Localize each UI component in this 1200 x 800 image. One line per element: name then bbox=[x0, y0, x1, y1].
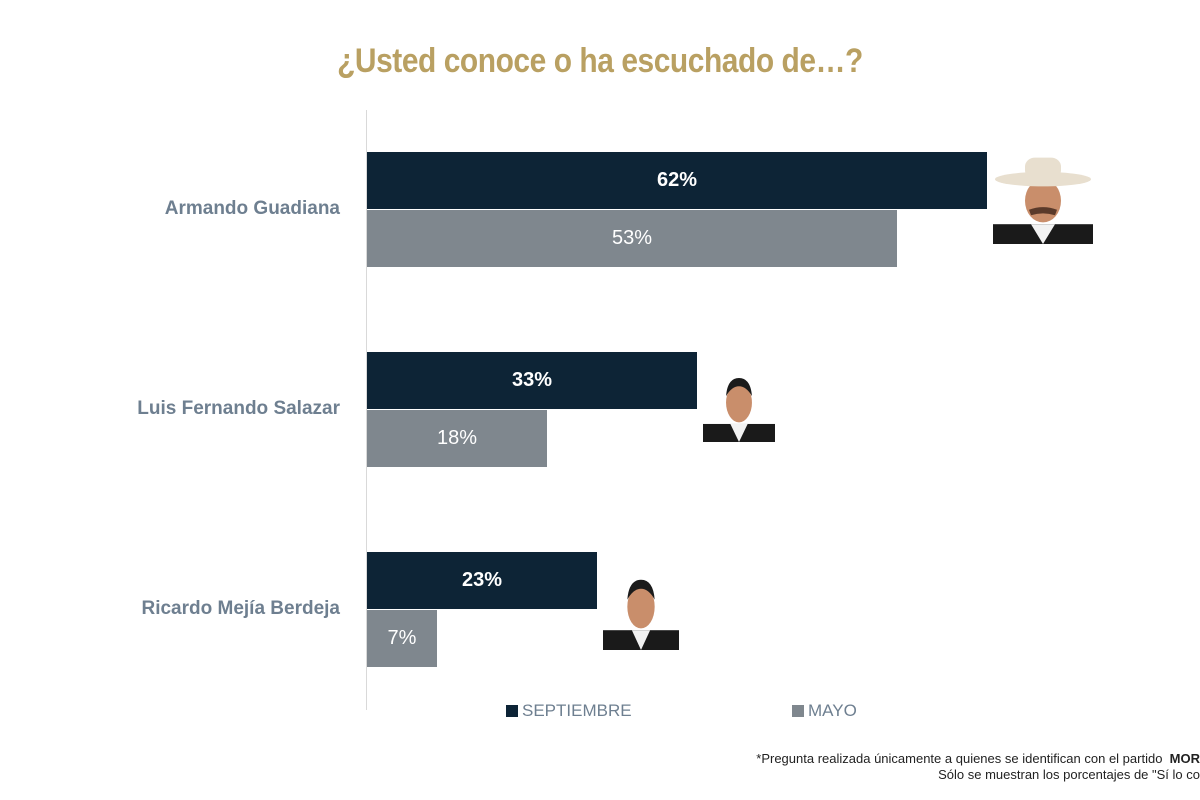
legend-item-mayo: MAYO bbox=[792, 701, 857, 721]
bar-septiembre: 23% bbox=[367, 552, 597, 609]
legend-swatch bbox=[506, 705, 518, 717]
y-axis-line bbox=[366, 110, 367, 710]
legend-label: MAYO bbox=[808, 701, 857, 720]
footnote: *Pregunta realizada únicamente a quienes… bbox=[756, 751, 1200, 783]
footnote-party: MOR bbox=[1169, 751, 1200, 766]
legend-swatch bbox=[792, 705, 804, 717]
data-label: 33% bbox=[511, 369, 553, 391]
bar-septiembre: 62% bbox=[367, 152, 987, 209]
data-label: 18% bbox=[436, 427, 478, 449]
bar-mayo: 18% bbox=[367, 410, 547, 467]
bar-septiembre: 33% bbox=[367, 352, 697, 409]
legend-label: SEPTIEMBRE bbox=[522, 701, 632, 720]
data-label: 62% bbox=[656, 169, 698, 191]
category-label: Armando Guadiana bbox=[164, 198, 340, 219]
data-label: 23% bbox=[461, 569, 503, 591]
legend-item-septiembre: SEPTIEMBRE bbox=[506, 701, 632, 721]
data-label: 53% bbox=[611, 227, 653, 249]
category-label: Luis Fernando Salazar bbox=[137, 398, 340, 419]
category-label: Ricardo Mejía Berdeja bbox=[141, 598, 340, 619]
chart-title: ¿Usted conoce o ha escuchado de…? bbox=[337, 42, 863, 80]
candidate-photo bbox=[703, 360, 775, 442]
footnote-line-1: *Pregunta realizada únicamente a quienes… bbox=[756, 751, 1163, 766]
candidate-photo bbox=[993, 154, 1093, 244]
bar-mayo: 53% bbox=[367, 210, 897, 267]
data-label: 7% bbox=[387, 627, 417, 649]
candidate-photo bbox=[603, 560, 679, 650]
bar-mayo: 7% bbox=[367, 610, 437, 667]
footnote-line-2: Sólo se muestran los porcentajes de "Sí … bbox=[938, 767, 1200, 782]
